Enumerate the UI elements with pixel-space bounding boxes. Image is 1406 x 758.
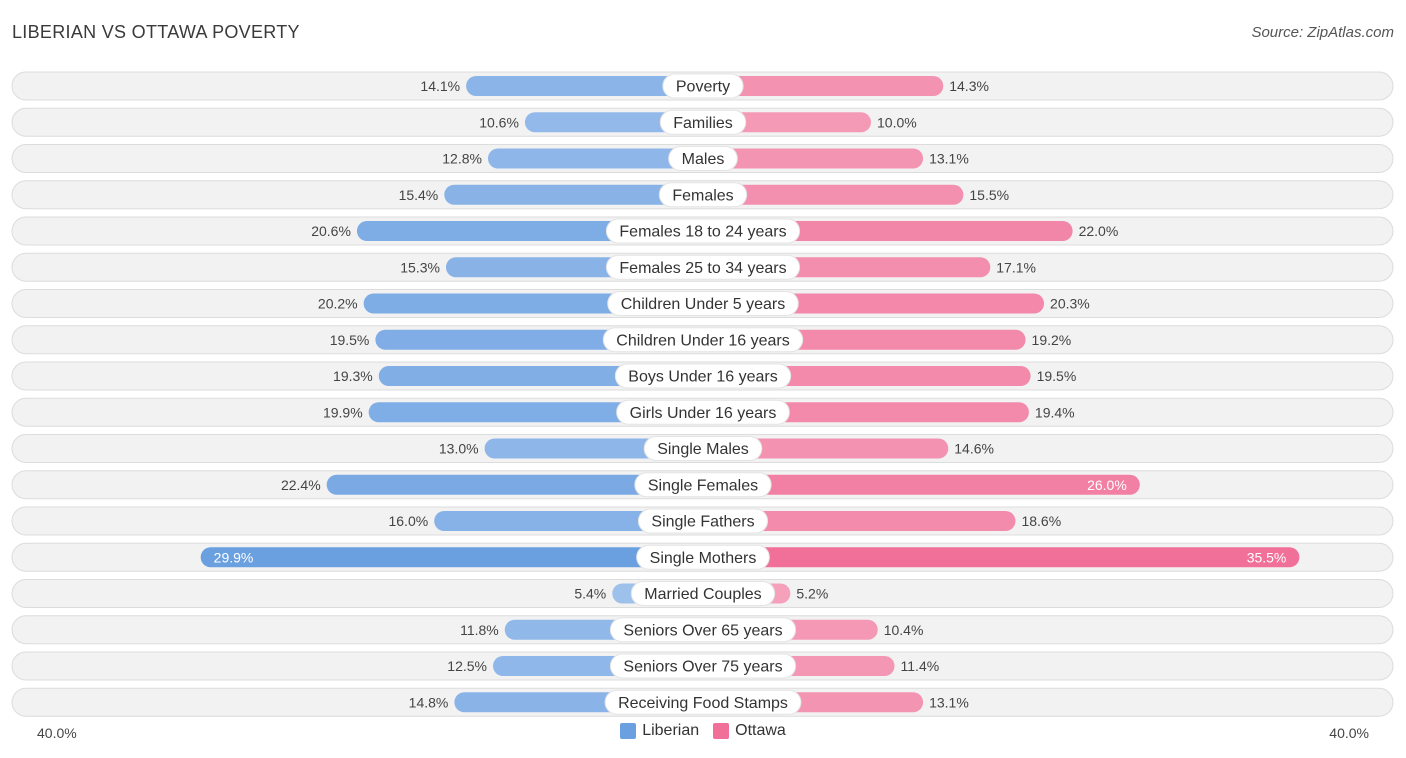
value-label-ottawa: 5.2% (796, 586, 828, 602)
value-label-ottawa: 11.4% (901, 658, 940, 674)
legend-label-ottawa: Ottawa (735, 722, 786, 739)
value-label-liberian: 20.2% (318, 296, 358, 312)
category-label-bg (602, 327, 804, 353)
category-label: Receiving Food Stamps (618, 695, 788, 712)
axis-right-label: 40.0% (1329, 725, 1369, 741)
value-label-liberian: 5.4% (574, 586, 606, 602)
bar-liberian (326, 474, 703, 495)
category-label-bg (634, 472, 772, 498)
value-label-liberian: 15.3% (400, 259, 440, 275)
value-label-ottawa: 14.3% (949, 78, 989, 94)
chart-title: LIBERIAN VS OTTAWA POVERTY (12, 22, 300, 42)
category-label: Girls Under 16 years (630, 405, 777, 422)
category-label: Single Females (648, 477, 758, 494)
value-label-liberian: 10.6% (479, 114, 519, 130)
value-label-liberian: 19.9% (323, 404, 363, 420)
category-label-bg (643, 436, 763, 461)
bar-liberian (487, 148, 703, 169)
value-label-liberian: 12.5% (447, 658, 487, 674)
value-label-liberian: 19.5% (330, 332, 370, 348)
value-label-ottawa: 20.3% (1050, 296, 1090, 312)
category-label-bg (609, 653, 797, 679)
category-label-bg (614, 363, 792, 389)
bar-ottawa (703, 474, 1140, 495)
value-label-ottawa: 13.1% (929, 151, 969, 167)
value-label-liberian: 14.1% (420, 78, 460, 94)
category-label: Children Under 5 years (621, 296, 786, 313)
bar-ottawa (703, 76, 944, 96)
bar-liberian (466, 76, 703, 96)
value-label-ottawa: 19.2% (1032, 332, 1072, 348)
value-label-liberian: 12.8% (442, 151, 482, 167)
value-label-ottawa: 10.0% (877, 114, 917, 130)
value-label-liberian: 11.8% (460, 622, 499, 638)
value-label-liberian: 16.0% (388, 513, 428, 529)
bar-liberian (524, 112, 703, 133)
value-label-ottawa: 22.0% (1079, 223, 1119, 239)
diverging-bar-chart: 14.1% 14.3% Poverty 10.6% 10.0% Families 12.8%… (11, 71, 1394, 717)
source-credit: Source: ZipAtlas.com (1251, 24, 1394, 41)
category-label: Females (672, 187, 733, 204)
value-label-liberian: 15.4% (399, 187, 439, 203)
value-label-ottawa: 13.1% (929, 694, 969, 710)
value-label-ottawa: 10.4% (884, 622, 924, 638)
category-label: Females 18 to 24 years (619, 224, 786, 241)
legend-item-liberian: Liberian (620, 722, 699, 740)
value-label-ottawa: 19.4% (1035, 404, 1075, 420)
category-label: Single Fathers (651, 514, 754, 531)
legend-item-ottawa: Ottawa (713, 722, 786, 740)
value-label-liberian: 22.4% (281, 477, 321, 493)
category-label: Single Males (657, 441, 749, 458)
category-label: Single Mothers (650, 550, 757, 567)
bar-ottawa (703, 148, 924, 169)
value-label-liberian: 29.9% (214, 549, 254, 565)
category-label-bg (668, 146, 738, 171)
bar-ottawa (703, 511, 1016, 531)
category-label-bg (636, 544, 770, 570)
value-label-ottawa: 19.5% (1037, 368, 1077, 384)
bar-liberian (200, 547, 703, 568)
value-label-liberian: 20.6% (311, 223, 351, 239)
category-label: Seniors Over 65 years (623, 622, 782, 639)
value-label-ottawa: 26.0% (1087, 477, 1127, 493)
category-label: Females 25 to 34 years (619, 260, 786, 277)
value-label-ottawa: 14.6% (954, 441, 994, 457)
category-label-bg (609, 617, 797, 643)
category-label-bg (662, 73, 744, 99)
value-label-ottawa: 17.1% (996, 259, 1036, 275)
value-label-liberian: 14.8% (409, 694, 449, 710)
value-label-liberian: 13.0% (439, 441, 479, 457)
legend-label-liberian: Liberian (642, 722, 700, 739)
category-label-bg (604, 689, 802, 715)
bar-liberian (434, 511, 703, 531)
category-label: Males (682, 151, 725, 168)
axis-left-label: 40.0% (37, 725, 77, 741)
category-label: Married Couples (644, 586, 761, 603)
category-label: Seniors Over 75 years (623, 659, 782, 676)
bar-ottawa (703, 438, 949, 459)
category-label-bg (658, 182, 748, 208)
bar-ottawa (703, 184, 964, 205)
legend-swatch-ottawa (713, 723, 730, 739)
category-label: Families (673, 115, 733, 132)
value-label-ottawa: 18.6% (1021, 513, 1061, 529)
category-label: Poverty (676, 79, 730, 96)
value-label-liberian: 19.3% (333, 368, 373, 384)
legend: Liberian Ottawa (0, 722, 1406, 740)
value-label-ottawa: 35.5% (1247, 549, 1287, 565)
category-label-bg (637, 508, 769, 534)
category-label: Boys Under 16 years (628, 369, 777, 386)
category-label-bg (605, 218, 801, 244)
value-label-ottawa: 15.5% (969, 187, 1009, 203)
bar-ottawa (703, 547, 1300, 568)
category-label-bg (605, 254, 801, 280)
category-label-bg (607, 291, 799, 316)
category-label-bg (616, 399, 790, 425)
bar-liberian (444, 184, 703, 205)
category-label: Children Under 16 years (616, 332, 789, 349)
category-label-bg (659, 109, 747, 135)
category-label-bg (630, 581, 776, 606)
legend-swatch-liberian (620, 723, 637, 739)
